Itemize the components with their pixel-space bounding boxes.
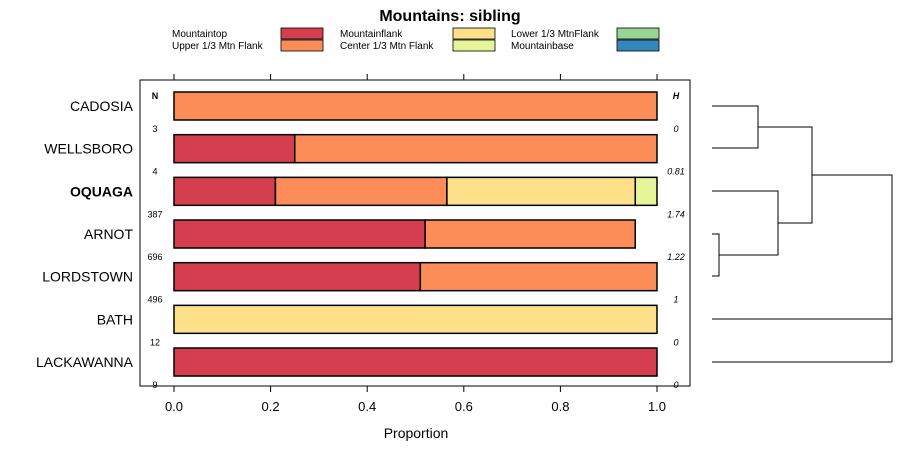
entropy-label-lackawanna: 0 [673,380,678,390]
bar-oquaga-mountainflank [446,176,637,207]
dendrogram-link-arnot-lordstown [712,233,720,277]
bar-cadosia-upper-1-3-mtn-flank [173,91,658,121]
x-tick-label-1: 0.2 [262,399,280,414]
x-tick-label-2: 0.4 [358,399,376,414]
bar-wellsboro-upper-1-3-mtn-flank [294,133,658,164]
count-label-oquaga: 387 [147,209,162,219]
count-label-bath: 12 [150,337,160,347]
category-labels: CADOSIA WELLSBORO OQUAGA ARNOT LORDSTOWN BATH… [36,98,134,370]
entropy-label-wellsboro: 0.81 [667,167,685,177]
entropy-label-arnot: 1.22 [667,252,685,262]
count-labels: 3 4 387 696 496 12 9 [147,124,162,390]
dendrogram-link-upper-join [758,126,813,224]
category-label-arnot: ARNOT [84,226,133,242]
bar-arnot-mountaintop [173,219,426,249]
bar-lordstown-mountaintop [173,261,422,292]
dendrogram-link-root [812,174,893,362]
legend-swatch-upper-1-3-mtn-flank [280,39,324,52]
legend-label-center-1-3-mtn-flank: Center 1/3 Mtn Flank [340,41,434,52]
entropy-label-bath: 0 [673,337,678,347]
count-label-wellsboro: 4 [152,167,157,177]
bar-bath-mountainflank [173,304,658,335]
x-axis-label: Proportion [384,425,449,441]
category-label-wellsboro: WELLSBORO [44,141,133,157]
legend-label-mountaintop: Mountaintop [172,29,227,40]
legend-swatch-center-1-3-mtn-flank [452,39,496,52]
category-label-bath: BATH [97,311,133,327]
dendrogram [712,105,893,363]
legend-label-mountainflank: Mountainflank [340,29,403,40]
dendrogram-link-cadosia-wellsboro [712,105,759,149]
entropy-label-oquaga: 1.74 [667,209,685,219]
count-label-cadosia: 3 [152,124,157,134]
legend-swatch-mountainflank [452,27,496,40]
count-label-arnot: 696 [147,252,162,262]
category-label-cadosia: CADOSIA [70,98,134,114]
category-label-lordstown: LORDSTOWN [42,269,133,285]
count-header: N [152,91,159,101]
entropy-label-lordstown: 1 [673,295,678,305]
legend-label-upper-1-3-mtn-flank: Upper 1/3 Mtn Flank [172,41,264,52]
bar-wellsboro-mountaintop [173,133,296,164]
count-label-lackawanna: 9 [152,380,157,390]
bar-oquaga-upper-1-3-mtn-flank [274,176,448,207]
legend-swatch-mountainbase [616,39,660,52]
bar-arnot-upper-1-3-mtn-flank [424,219,637,249]
bar-lackawanna-mountaintop [173,347,658,377]
legend-label-lower-1-3-mtnflank: Lower 1/3 MtnFlank [511,29,600,40]
bar-area [173,91,658,377]
x-tick-label-3: 0.6 [455,399,473,414]
x-tick-label-5: 1.0 [648,399,666,414]
entropy-labels: 0 0.81 1.74 1.22 1 0 0 [667,124,685,390]
bar-oquaga-center-1-3-mtn-flank [634,176,658,207]
bar-oquaga-mountaintop [173,176,277,207]
category-label-lackawanna: LACKAWANNA [36,354,134,370]
entropy-label-cadosia: 0 [673,124,678,134]
bar-lordstown-upper-1-3-mtn-flank [419,261,658,292]
entropy-header: H [673,91,680,101]
x-tick-label-0: 0.0 [165,399,183,414]
legend-label-mountainbase: Mountainbase [511,41,574,52]
x-axis: 0.0 0.2 0.4 0.6 0.8 1.0 [165,74,666,414]
legend-swatch-mountaintop [280,27,324,40]
dendrogram-link-oquaga-cluster [712,190,779,256]
legend-swatch-lower-1-3-mtnflank [616,27,660,40]
x-tick-label-4: 0.8 [551,399,569,414]
count-label-lordstown: 496 [147,295,162,305]
chart-title: Mountains: sibling [379,8,520,25]
plot-frame [139,79,691,387]
category-label-oquaga: OQUAGA [70,183,133,199]
